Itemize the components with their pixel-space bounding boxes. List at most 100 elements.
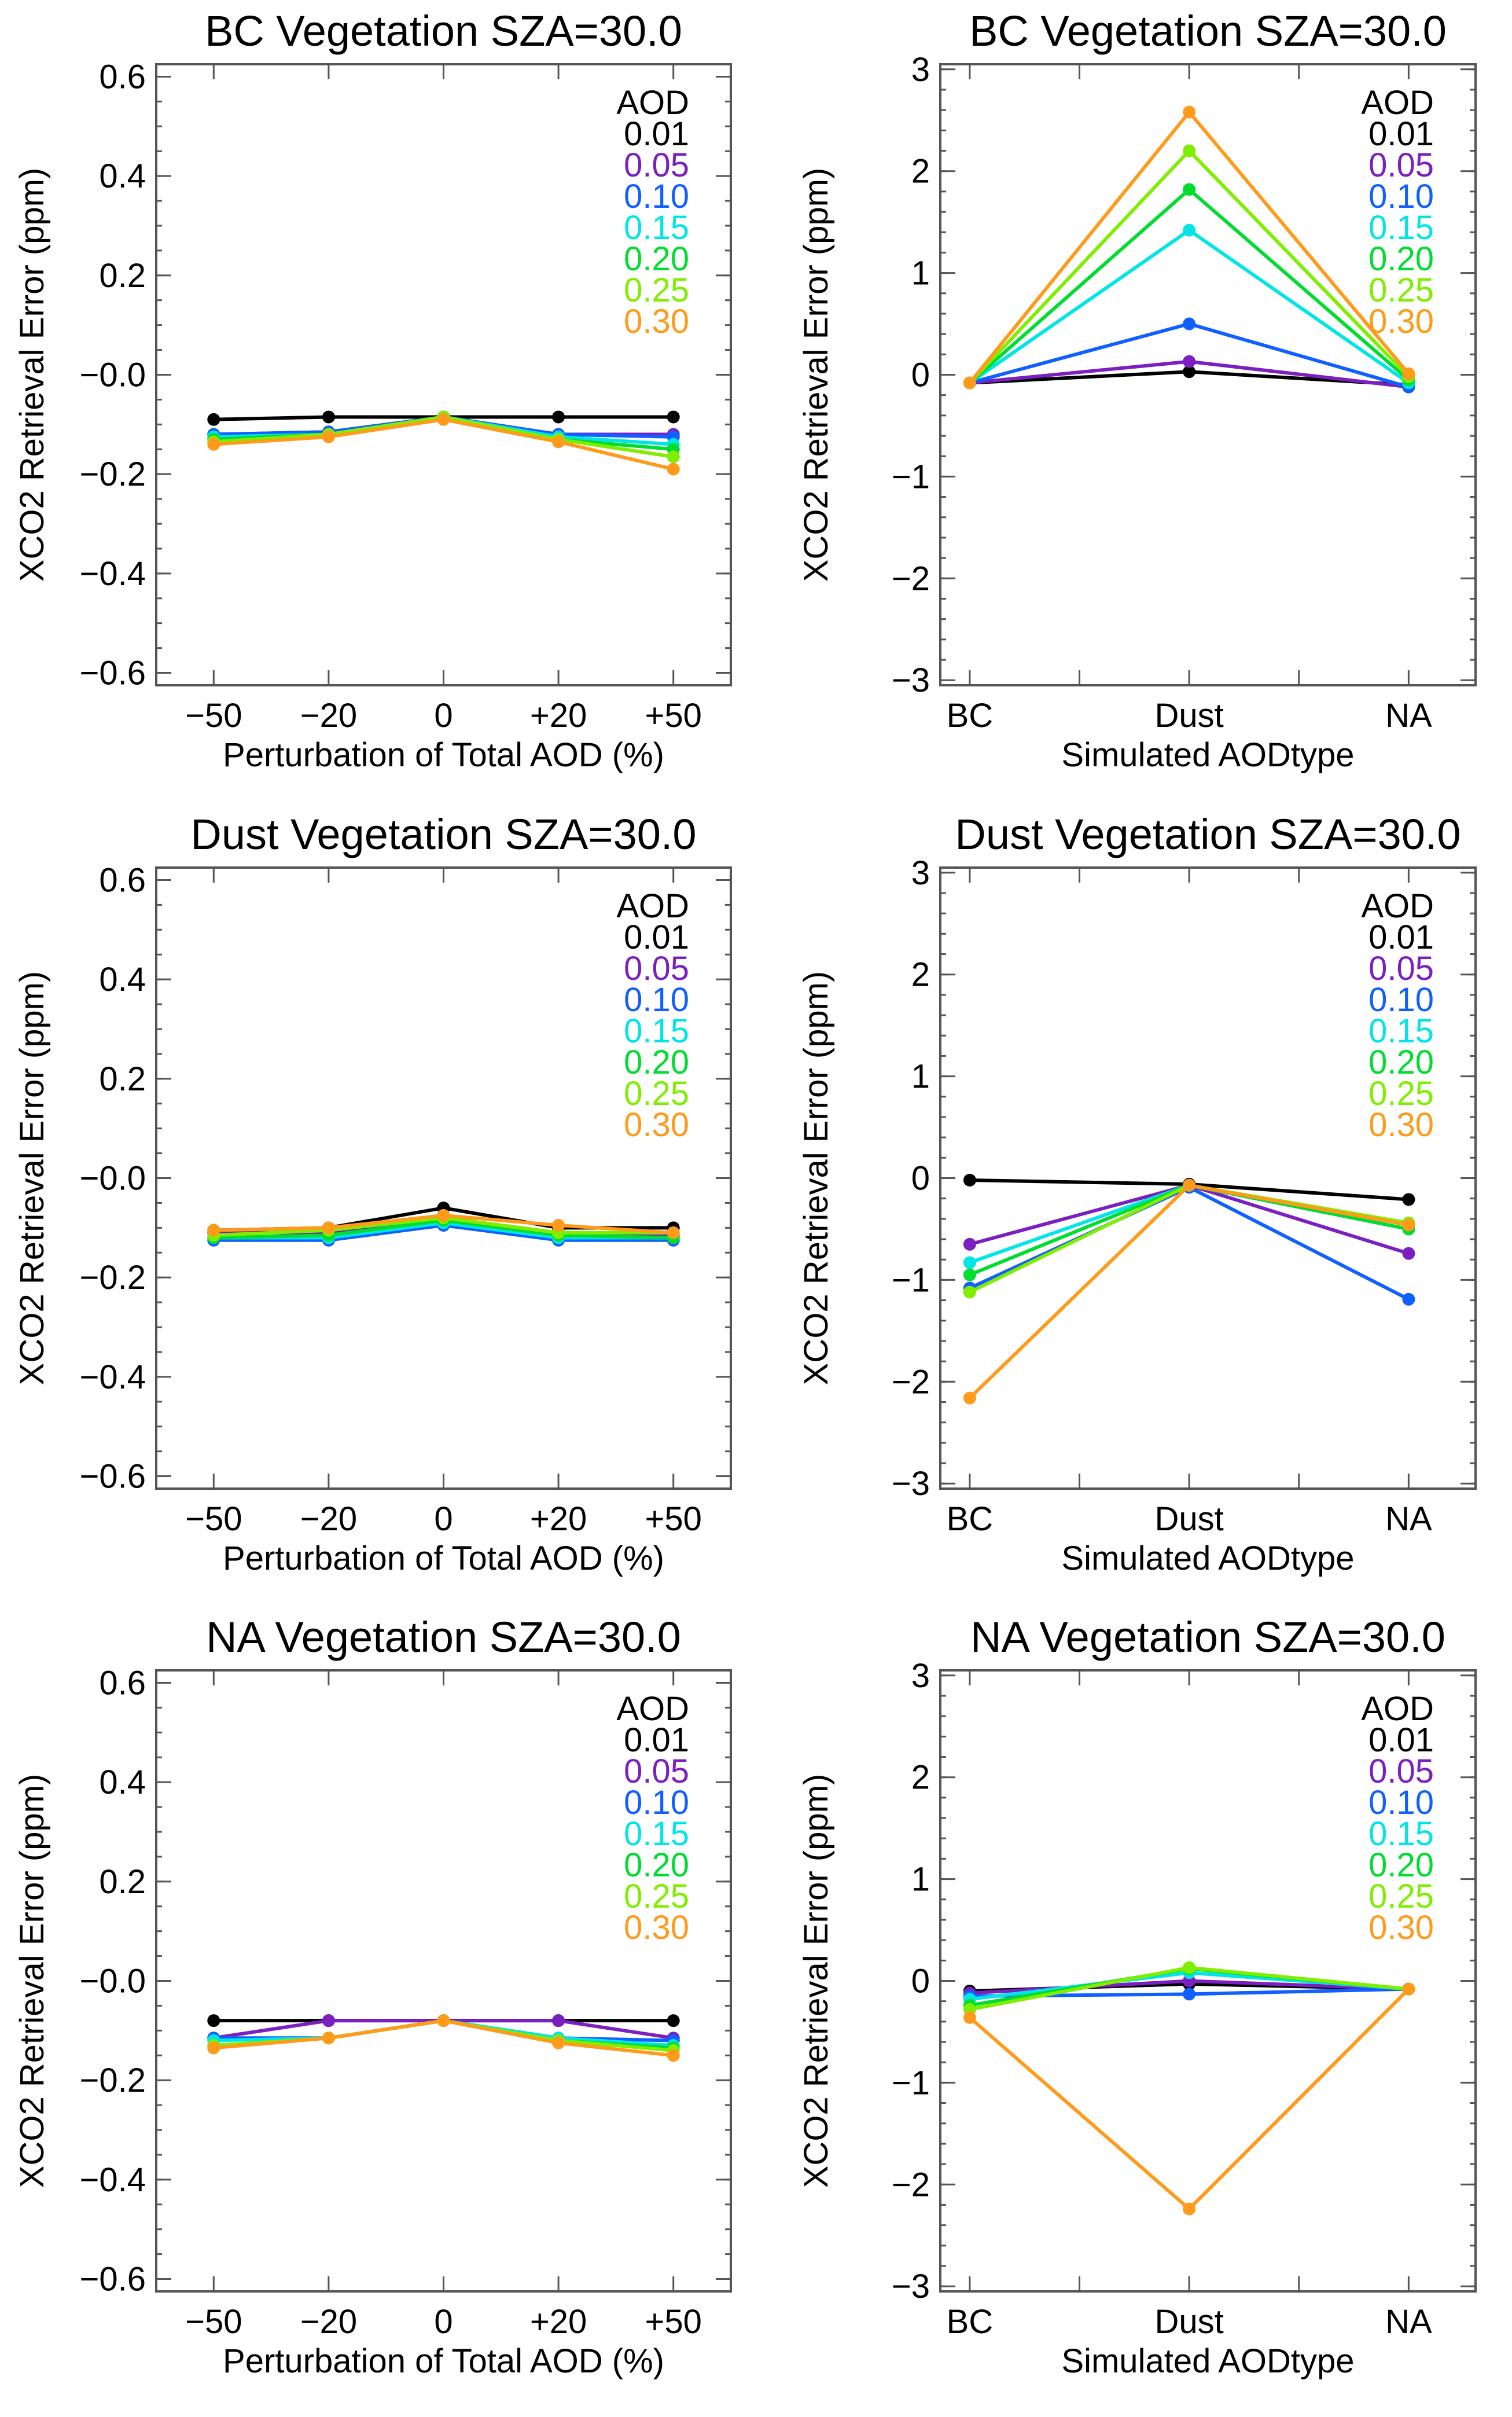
- legend-title: AOD: [1361, 84, 1434, 122]
- legend-entry: 0.20: [624, 1044, 689, 1081]
- data-point: [963, 376, 976, 390]
- legend-entry: 0.10: [1368, 1784, 1434, 1821]
- series-line: [968, 1988, 1410, 2212]
- data-point: [322, 2032, 335, 2045]
- x-tick-label: 0: [434, 697, 453, 734]
- data-point: [552, 2014, 565, 2027]
- y-tick-label: 0.2: [99, 1863, 146, 1901]
- legend-entry: 0.30: [624, 1106, 689, 1144]
- series-0.30: [207, 413, 680, 476]
- y-tick-label: −2: [892, 1363, 930, 1401]
- y-tick-label: −0.4: [80, 1358, 146, 1396]
- y-tick-label: −0.6: [80, 1458, 146, 1496]
- data-point: [963, 1268, 976, 1281]
- y-tick-label: −0.2: [80, 456, 146, 493]
- data-point: [207, 413, 220, 426]
- y-tick-label: 0.6: [99, 1664, 146, 1702]
- legend-title: AOD: [616, 887, 689, 925]
- y-tick-label: −0.6: [80, 655, 146, 692]
- y-tick-label: −3: [892, 1465, 930, 1503]
- legend-entry: 0.30: [1368, 303, 1434, 340]
- legend-entry: 0.15: [1368, 209, 1434, 247]
- x-tick-label: NA: [1385, 1500, 1432, 1538]
- panel-2: BC Vegetation SZA=30.0 3 2 1 0 −1 −2 −3 BC Dust NA…: [797, 7, 1477, 774]
- legend-entry: 0.30: [624, 1909, 689, 1946]
- panel-4: Dust Vegetation SZA=30.0 3 2 1 0 −1 −2 −3 BC Dust…: [797, 810, 1477, 1577]
- legend-entry: 0.05: [624, 1753, 689, 1790]
- legend-entry: 0.01: [1368, 115, 1434, 153]
- x-tick-label: −20: [300, 1500, 357, 1538]
- data-point: [1402, 1193, 1415, 1206]
- y-tick-label: −1: [892, 2064, 930, 2102]
- legend-entry: 0.25: [624, 271, 689, 309]
- legend-entry: 0.05: [624, 146, 689, 184]
- panel-3: Dust Vegetation SZA=30.0 0.6 0.4 0.2 −0.0 −0.…: [13, 810, 732, 1577]
- x-tick-label: BC: [947, 697, 994, 734]
- y-tick-label: 0.4: [99, 1764, 146, 1801]
- panel-title: NA Vegetation SZA=30.0: [206, 1613, 681, 1661]
- x-tick-label: +20: [530, 2303, 587, 2341]
- series-line: [969, 1185, 1410, 1301]
- x-tick-label: −50: [185, 2303, 242, 2341]
- y-axis-label: XCO2 Retrieval Error (ppm): [797, 1774, 835, 2188]
- x-tick-label: BC: [947, 1500, 994, 1538]
- data-point: [1402, 1982, 1415, 1996]
- y-tick-label: 1: [911, 1861, 930, 1898]
- y-axis-label: XCO2 Retrieval Error (ppm): [13, 1774, 51, 2188]
- x-tick-label: −20: [300, 2303, 357, 2341]
- data-point: [437, 1208, 450, 1222]
- x-tick-label: +20: [530, 697, 587, 734]
- series-line: [969, 1183, 1409, 1265]
- data-point: [963, 1174, 976, 1187]
- legend-entry: 0.10: [1368, 178, 1434, 215]
- legend-entry: 0.30: [1368, 1106, 1434, 1144]
- data-point: [963, 1285, 976, 1299]
- y-tick-label: 0.6: [99, 861, 146, 899]
- legend-entry: 0.20: [1368, 1846, 1434, 1884]
- y-tick-label: 0.2: [99, 257, 146, 295]
- panel-title: NA Vegetation SZA=30.0: [970, 1613, 1445, 1661]
- panel-title: BC Vegetation SZA=30.0: [969, 7, 1447, 55]
- legend-entry: 0.20: [1368, 1044, 1434, 1081]
- x-tick-label: NA: [1385, 2303, 1432, 2341]
- data-point: [322, 2014, 335, 2027]
- data-point: [207, 1224, 220, 1237]
- y-tick-label: −0.0: [80, 1963, 146, 2000]
- series-0.30: [207, 2014, 680, 2062]
- data-point: [552, 2036, 565, 2049]
- series-0.25: [963, 144, 1415, 390]
- legend-entry: 0.01: [624, 115, 689, 153]
- series-line: [968, 187, 1410, 384]
- y-tick-label: −0.2: [80, 2062, 146, 2099]
- series-0.30: [963, 1982, 1415, 2216]
- y-tick-label: 2: [911, 153, 930, 190]
- x-tick-label: −50: [185, 1500, 242, 1538]
- x-tick-label: −50: [185, 697, 242, 734]
- x-tick-label: 0: [434, 2303, 453, 2341]
- data-point: [322, 1221, 335, 1235]
- legend-entry: 0.25: [1368, 271, 1434, 309]
- y-axis-label: XCO2 Retrieval Error (ppm): [13, 168, 51, 582]
- data-point: [963, 1256, 976, 1269]
- series-0.30: [963, 105, 1415, 390]
- x-axis-label: Perturbation of Total AOD (%): [223, 2342, 664, 2380]
- panel-6: NA Vegetation SZA=30.0 3 2 1 0 −1 −2 −3 BC Dust NA…: [797, 1613, 1477, 2380]
- y-tick-label: −0.0: [80, 1160, 146, 1198]
- data-point: [1402, 1218, 1415, 1232]
- series-0.30: [207, 1208, 680, 1239]
- legend-entry: 0.05: [1368, 1753, 1434, 1790]
- y-tick-label: 3: [911, 51, 930, 89]
- data-point: [1402, 1292, 1415, 1306]
- y-tick-label: 1: [911, 1058, 930, 1096]
- x-tick-label: Dust: [1154, 1500, 1223, 1538]
- x-tick-label: BC: [947, 2303, 994, 2341]
- y-tick-label: −0.0: [80, 357, 146, 394]
- data-point: [552, 435, 565, 449]
- data-point: [1183, 105, 1196, 119]
- legend-entry: 0.30: [1368, 1909, 1434, 1946]
- legend-entry: 0.01: [1368, 919, 1434, 956]
- y-tick-label: 0: [911, 357, 930, 394]
- legend-title: AOD: [616, 1690, 689, 1728]
- legend-entry: 0.15: [1368, 1815, 1434, 1853]
